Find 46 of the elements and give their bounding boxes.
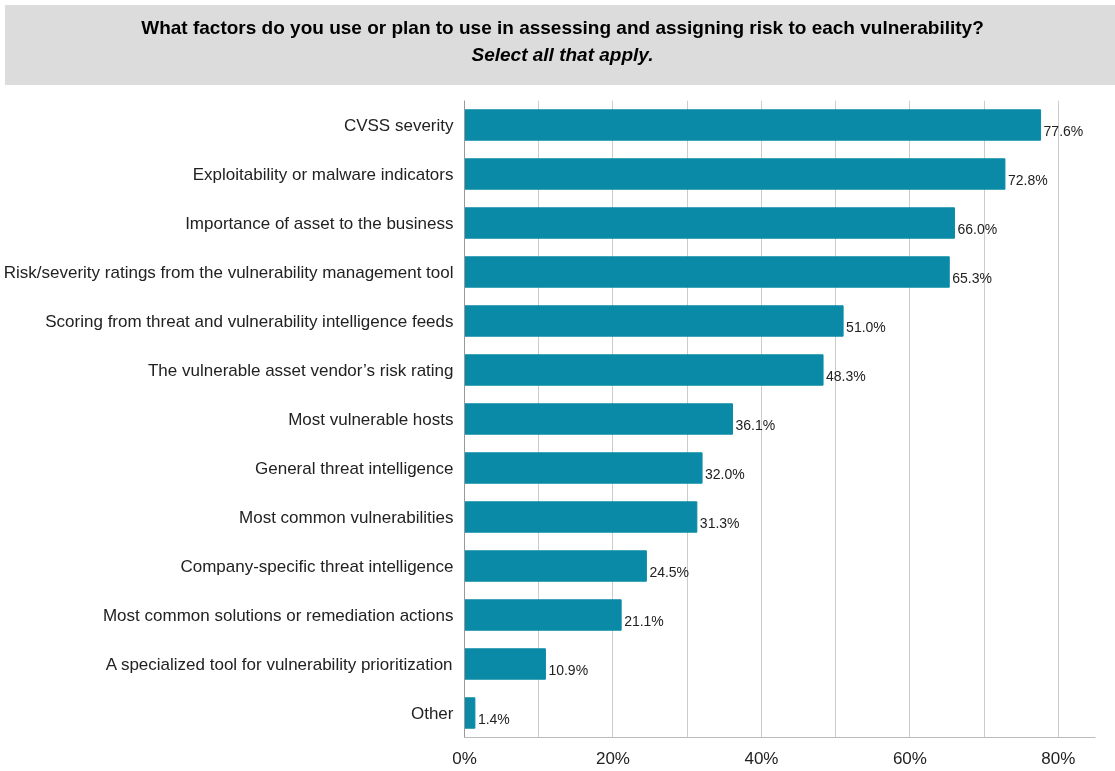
y-tick-label: Most common solutions or remediation actions (102, 605, 454, 625)
y-tick-label: Scoring from threat and vulnerability intelligence feeds (45, 311, 454, 331)
x-tick-label: 20% (595, 748, 630, 768)
data-label: 32.0% (705, 466, 745, 482)
bar (464, 452, 703, 484)
x-tick-label: 40% (744, 748, 779, 768)
bar (464, 158, 1006, 190)
y-tick-label: Other (410, 703, 454, 723)
bar (464, 207, 955, 239)
bar (464, 599, 622, 631)
y-tick-label: Exploitability or malware indicators (192, 164, 454, 184)
chart-subtitle: Select all that apply. (471, 43, 654, 65)
y-tick-label: Most vulnerable hosts (288, 409, 454, 429)
bar (464, 305, 844, 337)
data-label: 77.6% (1043, 123, 1084, 139)
y-tick-label: Importance of asset to the business (185, 213, 454, 233)
data-label: 51.0% (846, 319, 886, 335)
y-tick-label: Risk/severity ratings from the vulnerability management tool (3, 262, 454, 282)
y-tick-label: General threat intelligence (255, 458, 454, 478)
data-label: 72.8% (1007, 172, 1048, 188)
bar (464, 109, 1042, 141)
data-label: 48.3% (826, 368, 866, 384)
bar (464, 354, 824, 386)
chart-title: What factors do you use or plan to use in assessing and assigning risk to each vulnerability? (141, 17, 984, 38)
data-label: 36.1% (735, 417, 776, 433)
data-label: 65.3% (952, 270, 992, 286)
x-tick-label: 0% (452, 748, 477, 768)
bar (464, 648, 546, 680)
y-tick-label: CVSS severity (343, 115, 454, 135)
bar (464, 256, 950, 288)
y-tick-label: Company-specific threat intelligence (180, 556, 454, 576)
data-label: 10.9% (548, 662, 589, 678)
x-tick-label: 60% (892, 748, 927, 768)
data-label: 31.3% (699, 515, 740, 531)
data-label: 1.4% (477, 711, 510, 727)
bar (464, 501, 698, 533)
y-tick-label: The vulnerable asset vendor’s risk rating (147, 360, 454, 380)
y-tick-label: Most common vulnerabilities (239, 507, 454, 527)
bar (464, 697, 476, 729)
bar (464, 550, 647, 582)
data-label: 66.0% (957, 221, 998, 237)
y-tick-label: A specialized tool for vulnerability prioritization (105, 654, 453, 674)
data-label: 21.1% (624, 613, 664, 629)
bar (464, 403, 733, 435)
data-label: 24.5% (649, 564, 690, 580)
x-tick-label: 80% (1041, 748, 1076, 768)
